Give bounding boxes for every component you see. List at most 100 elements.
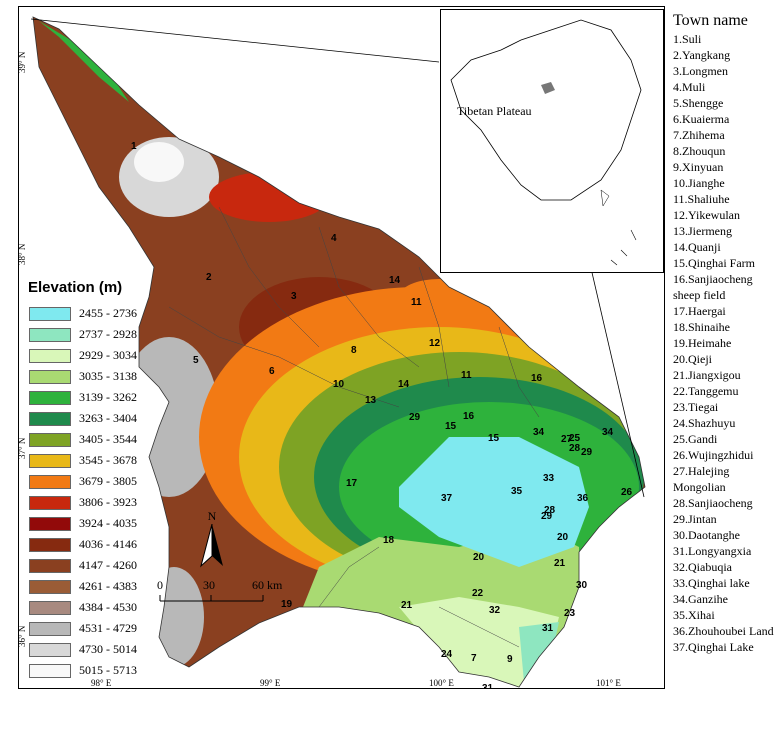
legend-label: 4384 - 4530	[79, 600, 137, 614]
scale-line	[159, 595, 264, 602]
town-marker: 24	[441, 649, 453, 660]
town-marker: 31	[542, 623, 554, 634]
town-marker: 21	[554, 558, 566, 569]
legend-item: 3924 - 4035	[29, 515, 137, 532]
legend-label: 3806 - 3923	[79, 495, 137, 509]
inset-map: Tibetan Plateau	[440, 9, 664, 273]
legend-item: 4036 - 4146	[29, 536, 137, 553]
legend-swatch	[29, 348, 71, 363]
town-marker: 11	[411, 297, 422, 308]
legend-swatch	[29, 453, 71, 468]
town-marker: 35	[511, 486, 523, 497]
town-marker: 9	[507, 654, 513, 665]
town-marker: 29	[581, 447, 593, 458]
town-list-item: 29.Jintan	[673, 512, 717, 526]
legend-label: 3405 - 3544	[79, 432, 137, 446]
town-list-item: 3.Longmen	[673, 64, 728, 78]
town-marker: 27	[561, 434, 573, 445]
town-marker: 15	[445, 421, 457, 432]
legend-label: 2929 - 3034	[79, 348, 137, 362]
town-marker: 14	[389, 275, 401, 286]
town-list-item: 7.Zhihema	[673, 128, 725, 142]
town-list-item: 25.Gandi	[673, 432, 718, 446]
legend-swatch	[29, 327, 71, 342]
legend-item: 3405 - 3544	[29, 431, 137, 448]
town-marker: 8	[351, 345, 357, 356]
town-list-item: 20.Qieji	[673, 352, 712, 366]
town-list-item: 36.Zhouhoubei Land	[673, 624, 774, 638]
town-list-item: 13.Jiermeng	[673, 224, 732, 238]
town-marker: 15	[488, 433, 500, 444]
legend-item: 2737 - 2928	[29, 326, 137, 343]
legend-swatch	[29, 663, 71, 678]
town-marker: 4	[331, 233, 337, 244]
legend-swatch	[29, 411, 71, 426]
town-marker: 23	[564, 608, 576, 619]
legend-label: 3035 - 3138	[79, 369, 137, 383]
legend-item: 3139 - 3262	[29, 389, 137, 406]
x-tick-100: 100° E	[429, 678, 454, 688]
town-list-item: 15.Qinghai Farm	[673, 256, 755, 270]
legend-label: 4730 - 5014	[79, 642, 137, 656]
legend-label: 3263 - 3404	[79, 411, 137, 425]
town-list-item: 28.Sanjiaocheng	[673, 496, 753, 510]
x-tick-99: 99° E	[260, 678, 281, 688]
legend-swatch	[29, 516, 71, 531]
town-list-item: 33.Qinghai lake	[673, 576, 750, 590]
legend-swatch	[29, 537, 71, 552]
scale-tick-0: 0	[157, 578, 163, 592]
town-list-item: 12.Yikewulan	[673, 208, 740, 222]
legend-swatch	[29, 432, 71, 447]
legend-label: 5015 - 5713	[79, 663, 137, 677]
legend-label: 4531 - 4729	[79, 621, 137, 635]
north-arrow: N	[197, 509, 227, 570]
town-marker: 28	[544, 505, 556, 516]
town-list-item: 34.Ganzihe	[673, 592, 728, 606]
town-list-item: 17.Haergai	[673, 304, 726, 318]
town-marker: 28	[569, 443, 581, 454]
town-marker: 36	[577, 493, 589, 504]
town-marker: 5	[193, 355, 199, 366]
town-list-item: 30.Daotanghe	[673, 528, 740, 542]
town-marker: 33	[543, 473, 555, 484]
legend-title: Elevation (m)	[28, 279, 123, 296]
qinghai-lake	[399, 437, 589, 567]
town-list-item: 27.Halejing Mongolian	[673, 464, 730, 494]
legend-label: 3679 - 3805	[79, 474, 137, 488]
legend-swatch	[29, 495, 71, 510]
town-marker: 29	[409, 412, 421, 423]
town-list-item: 6.Kuaierma	[673, 112, 730, 126]
legend-swatch	[29, 621, 71, 636]
town-marker: 37	[441, 493, 453, 504]
legend-label: 2455 - 2736	[79, 306, 137, 320]
town-list-item: 32.Qiabuqia	[673, 560, 732, 574]
legend-item: 3545 - 3678	[29, 452, 137, 469]
town-list-item: 10.Jianghe	[673, 176, 725, 190]
town-list-item: 11.Shaliuhe	[673, 192, 730, 206]
town-marker: 32	[489, 605, 501, 616]
legend-swatch	[29, 579, 71, 594]
legend-item: 3035 - 3138	[29, 368, 137, 385]
legend-label: 3545 - 3678	[79, 453, 137, 467]
north-label: N	[207, 509, 217, 523]
town-marker: 17	[346, 478, 358, 489]
town-marker: 18	[383, 535, 395, 546]
town-list-item: 31.Longyangxia	[673, 544, 752, 558]
town-list-item: 37.Qinghai Lake	[673, 640, 754, 654]
legend-item: 3806 - 3923	[29, 494, 137, 511]
town-list-item: 23.Tiegai	[673, 400, 719, 414]
y-tick-36: 36° N	[18, 625, 27, 647]
town-list-item: 2.Yangkang	[673, 48, 731, 62]
town-marker: 34	[602, 427, 614, 438]
town-marker: 16	[463, 411, 475, 422]
town-list-item: 8.Zhouqun	[673, 144, 726, 158]
town-list-item: 18.Shinaihe	[673, 320, 730, 334]
town-list-item: 9.Xinyuan	[673, 160, 724, 174]
legend-item: 4147 - 4260	[29, 557, 137, 574]
legend-label: 3924 - 4035	[79, 516, 137, 530]
legend-swatch	[29, 369, 71, 384]
town-marker: 11	[461, 370, 472, 381]
town-marker: 13	[365, 395, 377, 406]
town-markers: 1234568101111121314141515161617181920202…	[131, 141, 633, 688]
y-tick-37: 37° N	[18, 437, 27, 459]
